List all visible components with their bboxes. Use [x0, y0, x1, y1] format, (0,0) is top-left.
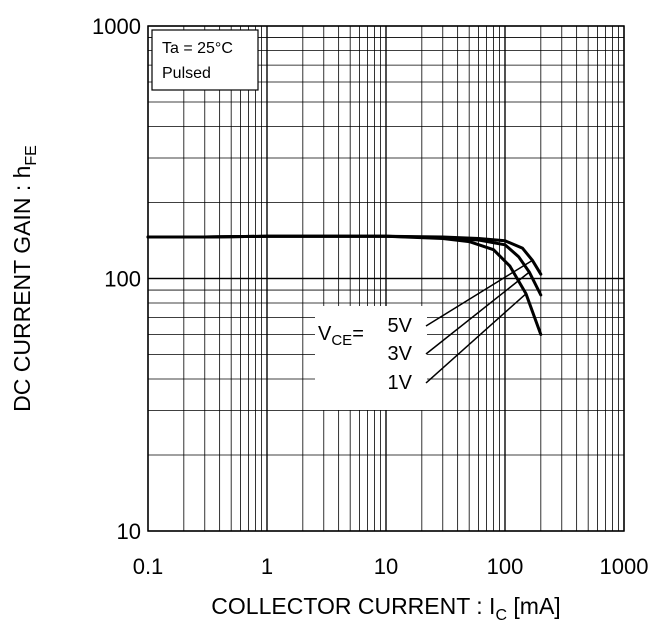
plot-frame: [147, 25, 625, 532]
conditions-box: Ta = 25°C Pulsed: [151, 29, 259, 91]
legend-leader-line: [425, 293, 527, 384]
legend-leader-line: [425, 259, 533, 327]
y-tick-label: 100: [104, 267, 141, 292]
legend-label: 3V: [388, 343, 413, 365]
condition-temperature: Ta = 25°C: [162, 40, 233, 57]
y-axis-label-sub: FE: [23, 145, 40, 165]
x-axis-label-unit: [mA]: [507, 593, 561, 619]
x-tick-label: 0.1: [133, 554, 164, 579]
legend-vce-label: VCE=: [318, 323, 364, 349]
x-tick-label: 1: [261, 554, 273, 579]
legend-background: [315, 306, 427, 410]
y-tick-labels: 10 100 1000: [92, 14, 141, 544]
conditions-frame: [151, 29, 259, 91]
y-tick-label: 1000: [92, 14, 141, 39]
y-axis-label: DC CURRENT GAIN : hFE: [9, 145, 40, 412]
x-tick-label: 1000: [600, 554, 649, 579]
grid-lines: [147, 25, 625, 532]
series-curve: [146, 234, 543, 336]
legend-labels: 5V 3V 1V: [388, 315, 413, 394]
legend-vce-eq: =: [352, 323, 364, 345]
x-tick-labels: 0.1 1 10 100 1000: [133, 554, 649, 579]
legend-label: 1V: [388, 372, 413, 394]
condition-pulsed: Pulsed: [162, 65, 211, 82]
y-axis-label-main: DC CURRENT GAIN : h: [9, 166, 35, 412]
series-curves: [146, 234, 543, 336]
legend-leader-lines: [425, 259, 533, 384]
legend-vce-sub: CE: [331, 332, 352, 349]
legend-vce-v: V: [318, 323, 332, 345]
x-axis-label-sub: C: [495, 607, 507, 624]
y-tick-label: 10: [117, 519, 141, 544]
x-axis-label: COLLECTOR CURRENT : IC [mA]: [211, 593, 560, 624]
legend-leader-line: [425, 271, 530, 355]
x-axis-label-main: COLLECTOR CURRENT : I: [211, 593, 495, 619]
x-tick-label: 10: [374, 554, 398, 579]
x-tick-label: 100: [487, 554, 524, 579]
legend-label: 5V: [388, 315, 413, 337]
